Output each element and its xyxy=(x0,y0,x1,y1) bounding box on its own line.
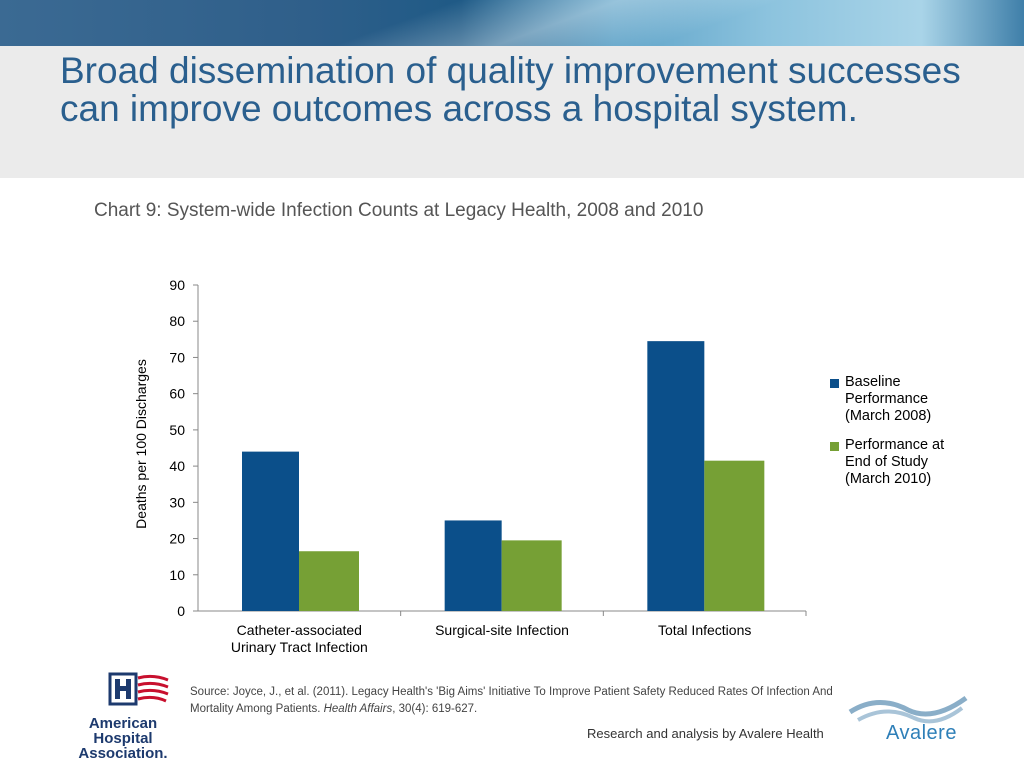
chart-title: Chart 9: System-wide Infection Counts at… xyxy=(94,200,704,221)
aha-logo-icon xyxy=(108,672,169,706)
slide-title: Broad dissemination of quality improveme… xyxy=(60,50,961,129)
legend-label-baseline: Baseline Performance (March 2008) xyxy=(845,374,931,424)
source-citation: Source: Joyce, J., et al. (2011). Legacy… xyxy=(190,684,840,718)
bar-end-of-study-1 xyxy=(501,540,562,611)
source-text: Source: Joyce, J., et al. (2011). Legacy… xyxy=(190,686,833,715)
avalere-logo-icon xyxy=(848,695,968,724)
legend-label-line: Baseline xyxy=(845,374,901,390)
x-category-label: Catheter-associated xyxy=(237,622,362,638)
y-tick-label: 10 xyxy=(169,567,185,583)
x-category-label: Surgical-site Infection xyxy=(435,622,569,638)
source-volume: , 30(4): 619-627. xyxy=(392,703,478,715)
x-category-label: Total Infections xyxy=(658,622,751,638)
legend-label-line: (March 2010) xyxy=(845,471,932,487)
y-axis-label: Deaths per 100 Discharges xyxy=(133,359,149,529)
research-credit: Research and analysis by Avalere Health xyxy=(587,726,824,741)
y-tick-label: 50 xyxy=(169,422,185,438)
bar-end-of-study-0 xyxy=(299,551,359,611)
y-tick-label: 20 xyxy=(169,531,185,547)
banner-streak xyxy=(330,0,850,46)
chart-legend: Baseline Performance (March 2008) Performa… xyxy=(830,374,980,500)
top-banner xyxy=(0,0,1024,46)
legend-label-line: End of Study xyxy=(845,454,929,470)
legend-item-baseline: Baseline Performance (March 2008) xyxy=(830,374,980,425)
bar-end-of-study-2 xyxy=(704,460,765,611)
source-journal: Health Affairs xyxy=(323,703,393,715)
y-tick-label: 90 xyxy=(169,277,185,293)
y-tick-label: 0 xyxy=(177,603,185,619)
bar-baseline-2 xyxy=(647,341,705,611)
aha-logo-text: American Hospital Association. xyxy=(78,715,168,762)
legend-label-end-of-study: Performance at End of Study (March 2010) xyxy=(845,437,944,487)
legend-item-end-of-study: Performance at End of Study (March 2010) xyxy=(830,437,980,488)
bar-baseline-1 xyxy=(444,520,502,611)
y-tick-label: 70 xyxy=(169,349,185,365)
legend-label-line: Performance xyxy=(845,391,929,407)
title-band xyxy=(0,46,1024,178)
legend-label-line: Performance at xyxy=(845,437,945,453)
x-category-label: Urinary Tract Infection xyxy=(231,639,368,655)
legend-swatch-end-of-study xyxy=(830,442,839,451)
bar-baseline-0 xyxy=(242,451,299,611)
avalere-logo-text: Avalere xyxy=(886,722,957,744)
legend-label-line: (March 2008) xyxy=(845,408,932,424)
legend-swatch-baseline xyxy=(830,379,839,388)
y-tick-label: 30 xyxy=(169,494,185,510)
y-tick-label: 80 xyxy=(169,313,185,329)
y-tick-label: 40 xyxy=(169,458,185,474)
y-tick-label: 60 xyxy=(169,386,185,402)
